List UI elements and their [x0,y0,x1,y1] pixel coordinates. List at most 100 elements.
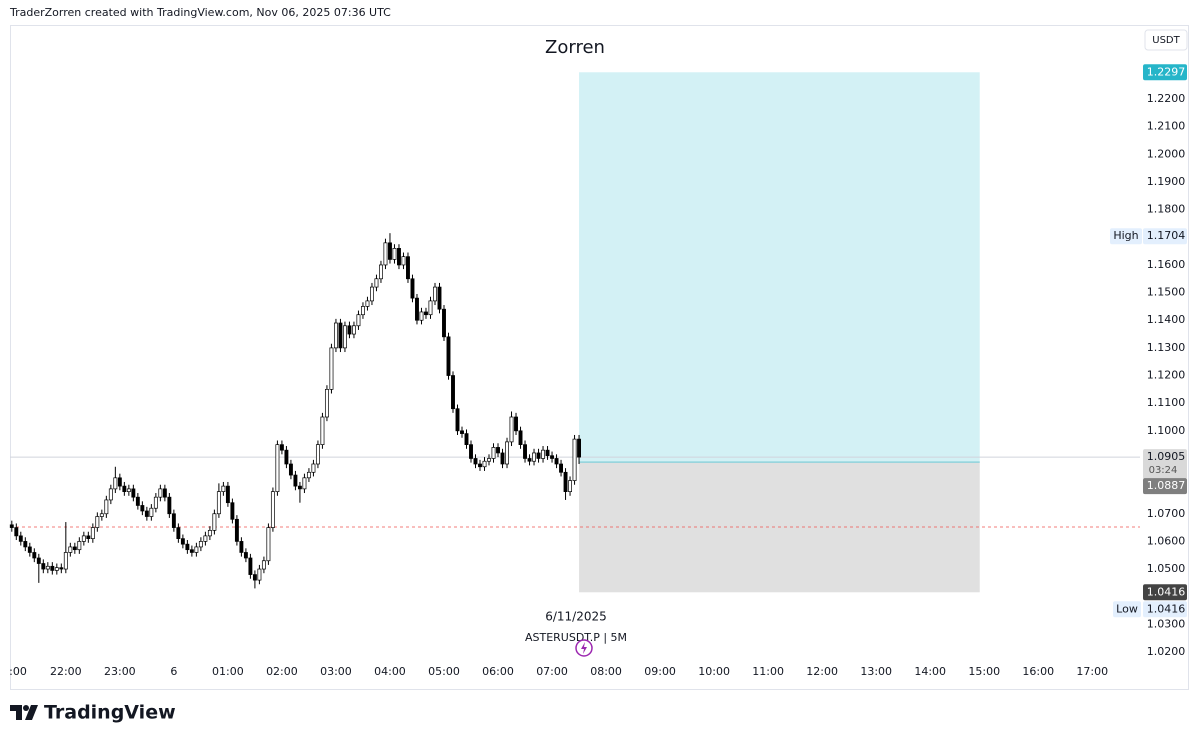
x-tick-label: 12:00 [806,665,838,678]
candle-body [45,565,50,570]
candle-body [32,552,37,559]
logo-text: TradingView [44,702,176,724]
candle-body [36,557,41,564]
countdown: 03:24 [1149,465,1178,476]
x-tick-label: 09:00 [644,665,676,678]
low-tag-bg [1143,601,1187,618]
candle-body [446,336,451,376]
candle-body [478,463,482,468]
candle-body [320,416,325,445]
candle-body [90,527,95,539]
candle-body [153,496,158,509]
candle-body [383,242,388,266]
candle-body [361,306,365,316]
candle-body [505,441,509,465]
candle-body [117,477,122,487]
x-tick-label: 01:00 [212,665,244,678]
stop-tag-bg [1143,584,1187,601]
x-tick-label: 6 [170,665,177,678]
stop-tag: 1.0416 [1147,585,1186,598]
candle-body [563,471,568,492]
candle-body [419,311,424,321]
entry-tag-bg [1143,478,1187,495]
candle-body [243,552,248,559]
x-tick-label: 07:00 [536,665,568,678]
candle-body [63,552,68,570]
y-tick-label: 1.2100 [1147,120,1186,133]
candle-body [559,463,563,473]
candle-body [442,308,446,338]
candle-body [550,455,554,459]
candle-body [424,311,428,316]
candle-body [379,264,383,280]
date-label: 6/11/2025 [545,610,607,624]
candle-body [428,300,433,316]
candle-body [162,488,167,498]
candle-body [167,496,172,515]
y-tick-label: 1.0200 [1147,645,1186,658]
candle-body [460,430,464,434]
candle-body [99,513,104,517]
candle-body [140,505,145,512]
candle-body [496,447,500,454]
candle-body [126,488,131,492]
candle-body [86,535,91,539]
candle-body [329,347,334,390]
candle-body [509,416,514,443]
candle-body [207,529,212,537]
y-tick-label: 1.1200 [1147,369,1186,382]
candle-body [500,452,505,465]
candle-body [518,430,523,445]
candle-body [230,502,235,520]
symbol-label: ASTERUSDT.P | 5M [525,631,627,644]
candle-body [266,527,271,562]
candle-body [406,256,410,280]
y-tick-label: 1.1400 [1147,313,1186,326]
candle-body [388,242,392,260]
candle-body [352,325,356,335]
candle-body [257,568,262,581]
candle-body [315,444,320,465]
candle-body [527,458,532,462]
candle-body [185,543,190,551]
candle-body [464,433,469,445]
candle-body [306,471,311,479]
candle-body [216,491,221,515]
high-label: High [1113,229,1138,242]
target-tag: 1.2297 [1147,65,1186,78]
high-label-bg [1110,228,1142,245]
y-tick-label: 1.1300 [1147,341,1186,354]
target-tag-bg [1143,64,1187,81]
y-tick-label: 1.1500 [1147,286,1186,299]
candle-body [324,389,329,418]
candle-body [410,278,415,299]
x-tick-label: 13:00 [860,665,892,678]
candle-body [234,518,239,542]
x-tick-label: 04:00 [374,665,406,678]
x-tick-label: 11:00 [752,665,784,678]
low-label: Low [1116,602,1138,615]
candle-body [370,286,374,302]
candle-body [392,248,397,260]
candle-body [77,541,82,551]
x-tick-label: 06:00 [482,665,514,678]
y-tick-label: 1.2000 [1147,147,1186,160]
y-tick-label: 1.1000 [1147,424,1186,437]
candle-body [144,510,149,517]
candle-body [23,541,28,548]
candle-body [261,560,266,570]
candle-body [18,535,23,542]
candle-body [275,444,280,492]
candle-body [545,449,550,457]
candle-body [252,574,257,581]
candle-body [302,477,307,490]
candle-body [397,248,401,266]
candle-body [27,546,32,553]
logo-icon [10,705,38,720]
candle-body [541,449,545,459]
candle-body [415,297,419,321]
candle-body [176,527,181,539]
candle-body [135,496,140,506]
candle-body [437,286,442,310]
